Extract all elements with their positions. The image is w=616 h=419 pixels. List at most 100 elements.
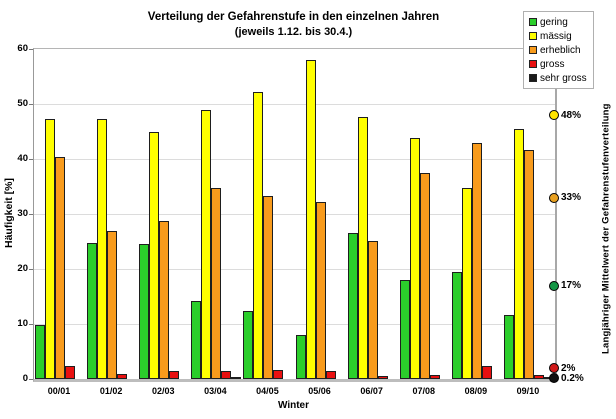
bar-gering xyxy=(191,300,202,379)
mean-marker-33- xyxy=(549,192,559,203)
x-tick-label: 02/03 xyxy=(151,386,175,396)
bar-massig xyxy=(201,109,212,379)
bar-group-07-08 xyxy=(399,49,451,379)
plot-area xyxy=(33,48,557,382)
chart-title: Verteilung der Gefahrenstufe in den einz… xyxy=(147,11,440,23)
legend: gering mässig erheblich gross sehr gross xyxy=(523,11,594,89)
y-tick-label: 20 xyxy=(17,263,28,274)
x-axis-title: Winter xyxy=(277,400,310,411)
bar-gross xyxy=(221,370,232,379)
x-tick-label: 01/02 xyxy=(99,386,123,396)
bar-group-08-09 xyxy=(451,49,503,379)
bar-erheblich xyxy=(159,220,170,379)
bar-gering xyxy=(347,233,358,379)
bar-gross xyxy=(273,369,284,379)
legend-item-label: erheblich xyxy=(540,44,581,56)
legend-swatch xyxy=(529,60,537,68)
legend-swatch xyxy=(529,46,537,54)
bar-erheblich xyxy=(315,201,326,379)
bar-massig xyxy=(513,128,524,379)
x-tick-label: 08/09 xyxy=(464,386,488,396)
legend-item-label: mässig xyxy=(540,30,572,42)
bar-gering xyxy=(35,325,46,379)
mean-marker-0-2- xyxy=(549,372,559,383)
bar-erheblich xyxy=(367,240,378,379)
legend-item-gross: gross xyxy=(529,58,587,70)
y-tick-label: 30 xyxy=(17,208,28,219)
legend-swatch xyxy=(529,18,537,26)
bar-group-00-01 xyxy=(34,49,86,379)
bar-gross xyxy=(377,376,388,379)
bar-massig xyxy=(149,132,160,379)
bar-gross xyxy=(169,371,180,379)
bar-gering xyxy=(243,311,254,379)
mean-marker-label: 17% xyxy=(561,280,582,291)
bar-gering xyxy=(451,271,462,379)
bar-erheblich xyxy=(211,187,222,379)
y-tick-mark xyxy=(29,48,33,50)
bar-massig xyxy=(305,60,316,379)
legend-item-massig: mässig xyxy=(529,30,587,42)
x-tick-label: 00/01 xyxy=(47,386,71,396)
y-tick-mark xyxy=(29,378,33,380)
y-tick-label: 60 xyxy=(17,43,28,54)
gridline xyxy=(34,269,555,270)
bar-gering xyxy=(139,243,150,379)
y-tick-mark xyxy=(29,158,33,160)
bar-group-04-05 xyxy=(242,49,294,379)
x-tick-label: 04/05 xyxy=(256,386,279,396)
bar-erheblich xyxy=(263,196,274,379)
bar-group-06-07 xyxy=(347,49,399,379)
bar-massig xyxy=(461,187,472,379)
bar-group-05-06 xyxy=(295,49,347,379)
x-tick-label: 03/04 xyxy=(204,386,227,396)
mean-marker-17- xyxy=(549,280,559,291)
bar-group-09-10 xyxy=(503,49,555,379)
bar-massig xyxy=(253,91,264,379)
gridline xyxy=(34,159,555,160)
legend-item-erheblich: erheblich xyxy=(529,44,587,56)
bar-erheblich xyxy=(55,157,66,379)
legend-item-label: gering xyxy=(540,16,568,28)
y-tick-mark xyxy=(29,103,33,105)
bar-group-02-03 xyxy=(138,49,190,379)
mean-marker-48- xyxy=(549,110,559,120)
mean-marker-label: 48% xyxy=(561,109,582,121)
bar-gross xyxy=(429,374,440,379)
legend-item-sehr-gross: sehr gross xyxy=(529,72,587,84)
bar-erheblich xyxy=(419,173,430,379)
y-tick-label: 50 xyxy=(17,98,28,109)
mean-marker-label: 33% xyxy=(561,192,582,203)
x-tick-label: 07/08 xyxy=(412,386,435,396)
bar-gross xyxy=(533,374,544,379)
bar-gering xyxy=(503,314,514,379)
bar-massig xyxy=(45,118,56,379)
x-tick-label: 06/07 xyxy=(360,386,383,396)
legend-item-label: sehr gross xyxy=(540,72,587,84)
y-tick-mark xyxy=(29,268,33,270)
bar-sehr-gross xyxy=(231,377,242,379)
y-tick-mark xyxy=(29,323,33,325)
legend-swatch xyxy=(529,32,537,40)
bar-group-03-04 xyxy=(190,49,242,379)
gridline xyxy=(34,324,555,325)
bar-massig xyxy=(357,117,368,379)
y-tick-label: 10 xyxy=(17,318,28,329)
y-tick-mark xyxy=(29,213,33,215)
chart-subtitle: (jeweils 1.12. bis 30.4.) xyxy=(234,26,353,38)
legend-item-label: gross xyxy=(540,58,565,70)
bar-gering xyxy=(295,335,306,379)
bar-erheblich xyxy=(471,143,482,379)
legend-item-gering: gering xyxy=(529,16,587,28)
mean-marker-label: 2% xyxy=(561,362,576,374)
gridline xyxy=(34,214,555,215)
x-tick-label: 05/06 xyxy=(308,386,331,396)
bar-erheblich xyxy=(523,149,534,379)
bar-massig xyxy=(97,119,108,379)
gridline xyxy=(34,104,555,105)
bar-gross xyxy=(117,374,128,379)
bar-gross xyxy=(325,370,336,379)
right-axis-title: Langjähriger Mittelwert der Gefahrenstuf… xyxy=(600,103,612,355)
x-tick-label: 09/10 xyxy=(516,386,540,396)
